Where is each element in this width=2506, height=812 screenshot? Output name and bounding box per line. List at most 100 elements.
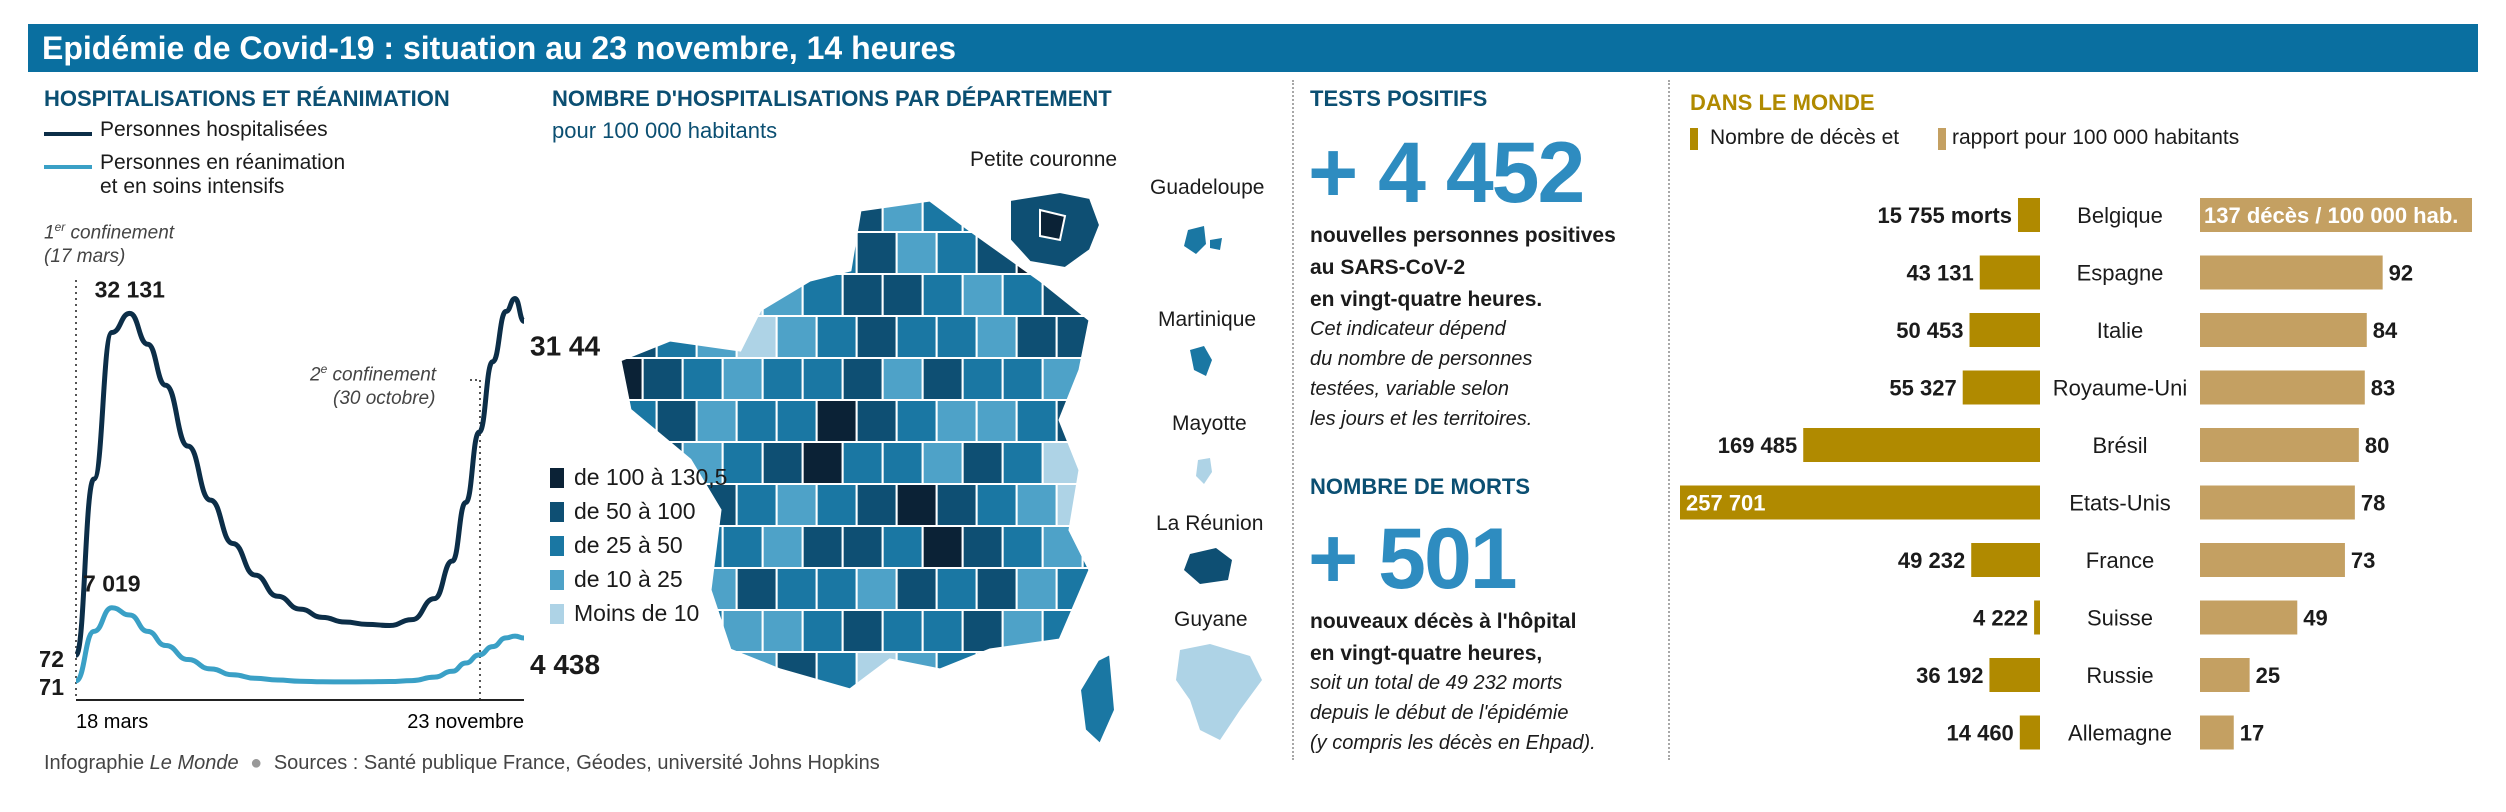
map-legend-item: de 25 à 50 [550, 532, 683, 559]
department-cell [761, 441, 804, 485]
department-cell [975, 651, 1018, 690]
department-cell [961, 357, 1004, 401]
department-cell [1097, 316, 1137, 358]
bar-deaths-label: 49 232 [1898, 548, 1965, 573]
department-cell [1001, 441, 1044, 485]
sources: Sources : Santé publique France, Géodes,… [273, 752, 880, 774]
footer: Infographie Le Monde ● Sources : Santé p… [44, 752, 880, 775]
department-cell [801, 200, 844, 233]
department-cell [935, 483, 978, 527]
credit-prefix: Infographie [44, 752, 150, 774]
department-cell [1001, 357, 1044, 401]
legend-swatch [550, 569, 564, 590]
department-cell [775, 483, 818, 527]
bar-deaths [2034, 600, 2040, 635]
bar-deaths [1680, 485, 2040, 520]
department-cell [775, 399, 818, 443]
department-cell [735, 399, 778, 443]
department-cell [895, 231, 938, 275]
department-cell [763, 694, 803, 736]
deaths-note-2: depuis le début de l'épidémie [1310, 702, 1569, 724]
country-label: Belgique [2077, 203, 2163, 228]
department-cell [721, 441, 764, 485]
confinement2-label: 2e confinement [310, 362, 437, 386]
bar-ratio-label: 25 [2256, 663, 2280, 688]
map-title: NOMBRE D'HOSPITALISATIONS PAR DÉPARTEMEN… [552, 86, 1112, 111]
department-cell [721, 357, 764, 401]
legend-line-hospitalized [44, 132, 92, 136]
department-cell [1081, 609, 1090, 653]
department-cell [881, 441, 924, 485]
bar-deaths [1989, 658, 2040, 692]
corsica [1078, 652, 1117, 746]
department-cell [1055, 399, 1090, 443]
data-label: 7 019 [83, 571, 141, 597]
reunion-label: La Réunion [1156, 512, 1264, 535]
guyane-shape [1176, 644, 1262, 740]
country-label: Brésil [2092, 433, 2147, 458]
tests-note-1: Cet indicateur dépend [1310, 318, 1506, 340]
overseas-territories [1176, 226, 1262, 740]
department-cell [803, 694, 843, 736]
department-cells [618, 198, 1137, 736]
department-cell [655, 315, 698, 359]
bar-deaths-label: 257 701 [1686, 491, 1766, 516]
data-label: 31 449 [530, 330, 600, 361]
department-cell [1003, 694, 1043, 736]
deaths-note-3: (y compris les décès en Ehpad). [1310, 732, 1596, 754]
department-cell [923, 694, 963, 736]
bar-ratio [2200, 370, 2365, 405]
department-cell [815, 567, 858, 611]
guadeloupe-label: Guadeloupe [1150, 176, 1265, 199]
bar-deaths [1969, 313, 2040, 347]
department-cell [921, 441, 964, 485]
bar-ratio-label: 73 [2351, 548, 2375, 573]
department-cell [1097, 568, 1137, 610]
department-cell [921, 357, 964, 401]
department-cell [761, 357, 804, 401]
bar-deaths-label: 55 327 [1889, 376, 1956, 401]
department-cell [1015, 399, 1058, 443]
department-cell [683, 694, 723, 736]
department-cell [721, 200, 764, 233]
department-cell [895, 315, 938, 359]
legend-line-icu [44, 165, 92, 169]
department-cell [641, 357, 684, 401]
department-cell [801, 609, 844, 653]
department-cell [775, 231, 818, 275]
legend-icu-label-1: Personnes en réanimation [100, 151, 346, 174]
bar-ratio [2200, 428, 2359, 462]
data-label: 4 438 [530, 649, 600, 680]
department-cell [855, 315, 898, 359]
bar-deaths-label: 14 460 [1947, 721, 2014, 746]
department-cell [881, 609, 924, 653]
deaths-desc-2: en vingt-quatre heures, [1310, 642, 1543, 665]
legend-hospitalized-label: Personnes hospitalisées [100, 118, 328, 141]
department-cell [1081, 525, 1090, 569]
map-legend-item: Moins de 10 [550, 600, 699, 627]
line-labels-group: 32 131 31 449 2 972 7 019 771 4 438 [40, 276, 600, 700]
department-cell [801, 525, 844, 569]
country-label: Allemagne [2068, 721, 2172, 746]
department-cell [895, 567, 938, 611]
bar-deaths [1971, 543, 2040, 577]
department-cell [935, 231, 978, 275]
department-cell [1015, 315, 1058, 359]
series-line-icu [74, 605, 525, 685]
world-title: DANS LE MONDE [1690, 90, 1875, 115]
department-cell [801, 357, 844, 401]
map-legend-item: de 100 à 130,5 [550, 464, 727, 491]
department-cell [1081, 273, 1090, 317]
tests-title: TESTS POSITIFS [1310, 86, 1488, 111]
department-cell [881, 200, 924, 233]
page-title: Epidémie de Covid-19 : situation au 23 n… [42, 30, 957, 66]
bar-ratio-label: 17 [2240, 721, 2264, 746]
department-cell [1081, 441, 1090, 485]
deaths-value: + 501 [1308, 511, 1518, 607]
department-cell [735, 231, 778, 275]
country-label: Royaume-Uni [2053, 376, 2188, 401]
bar-ratio [2200, 198, 2472, 232]
reunion-shape [1184, 548, 1232, 584]
tests-value: + 4 452 [1308, 125, 1585, 221]
guyane-label: Guyane [1174, 608, 1248, 631]
